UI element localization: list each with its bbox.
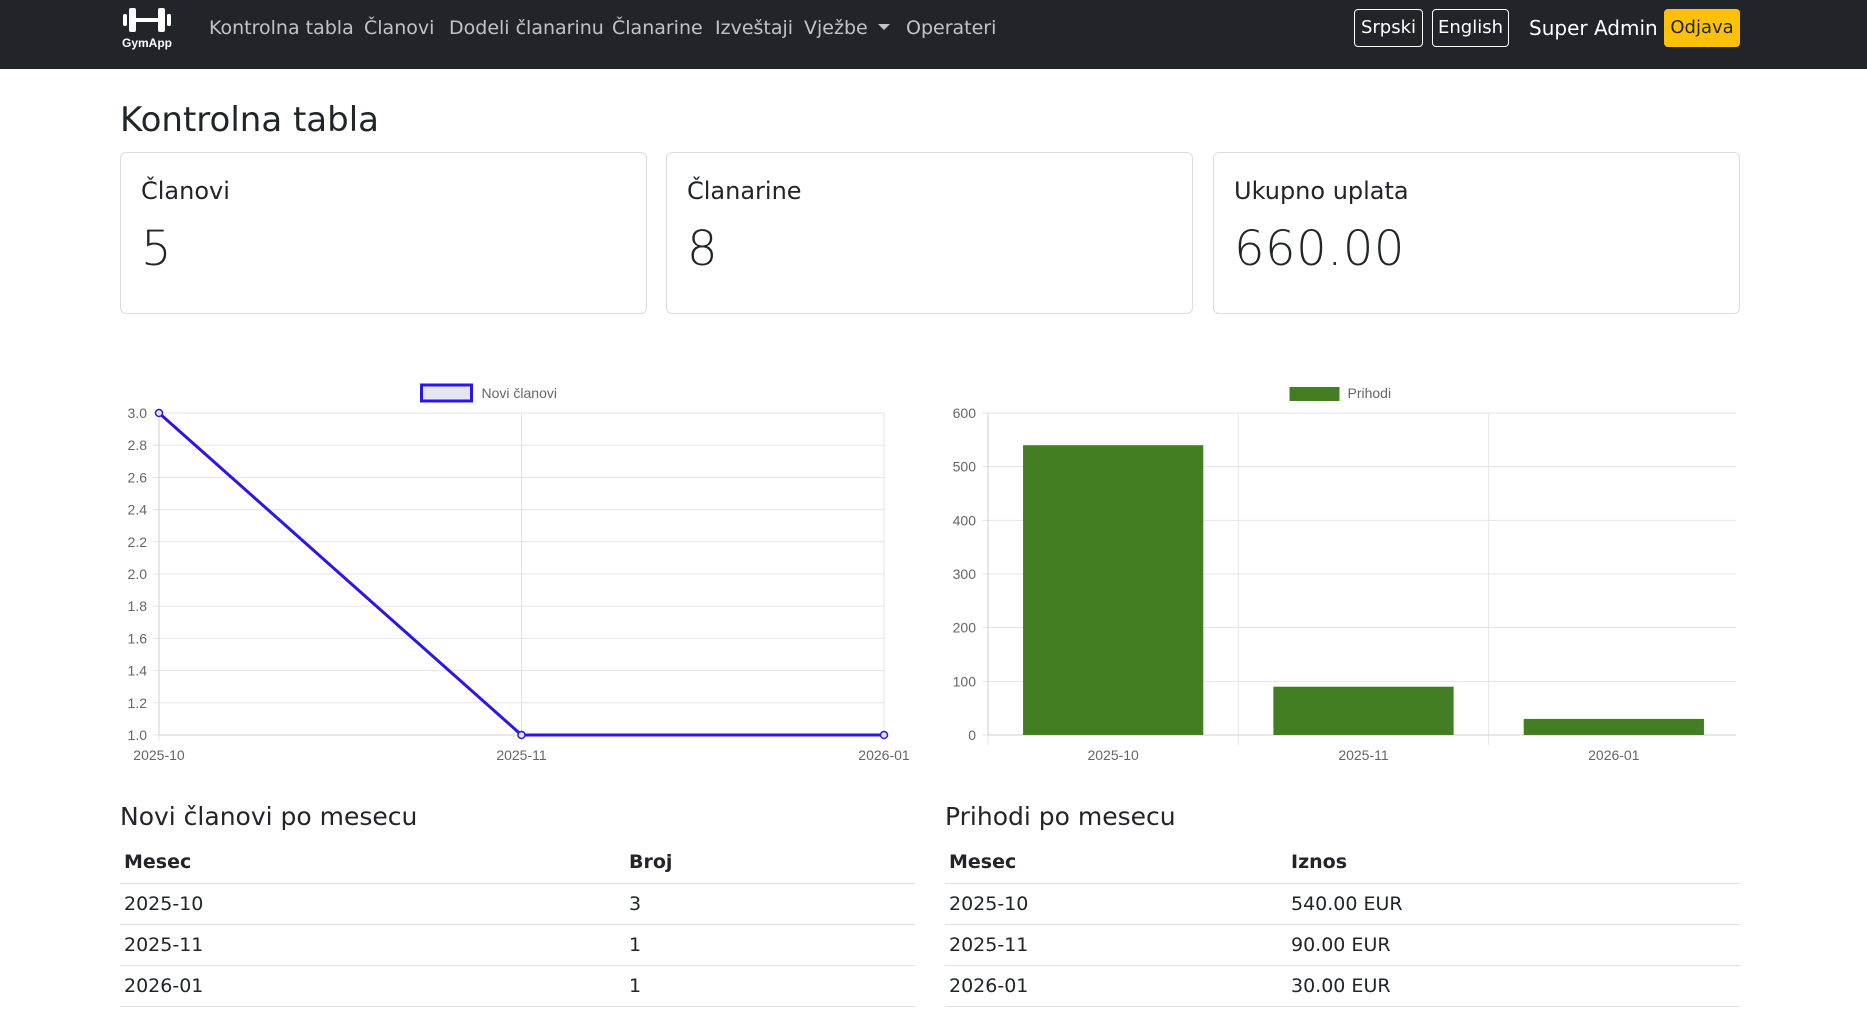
- cell-month: 2026-01: [120, 965, 625, 1007]
- stat-label: Ukupno uplata: [1234, 177, 1409, 205]
- nav-exercises-dropdown[interactable]: Vježbe: [804, 16, 890, 40]
- data-point: [154, 408, 164, 418]
- y-tick-label: 2.2: [128, 534, 148, 550]
- legend-label: Novi članovi: [482, 385, 557, 401]
- revenue-chart-svg: 600 500 400 300 200 100 0 2025-10 2025-11 2026-01…: [953, 385, 1740, 763]
- new-members-line-chart: 3.0 2.8 2.6 2.4 2.2 2.0 1.8 1.6 1.4 1.2 1.0 2025-10…: [112, 375, 912, 775]
- y-tick-label: 2.0: [128, 566, 148, 582]
- table-row: 2025-10 3: [120, 883, 915, 925]
- current-user: Super Admin: [1529, 16, 1658, 40]
- stat-label: Članovi: [141, 177, 230, 205]
- column-header-amount: Iznos: [1287, 842, 1740, 884]
- nav-exercises-label: Vježbe: [804, 17, 868, 39]
- x-tick-label: 2025-11: [1338, 747, 1389, 763]
- x-tick-label: 2025-10: [1087, 747, 1139, 763]
- table-row: 2026-01 30.00 EUR: [945, 965, 1740, 1007]
- nav-memberships[interactable]: Članarine: [612, 17, 703, 39]
- cell-amount: 90.00 EUR: [1287, 924, 1740, 966]
- page-title: Kontrolna tabla: [120, 100, 379, 140]
- nav-members[interactable]: Članovi: [364, 17, 435, 39]
- x-tick-label: 2025-11: [496, 747, 547, 763]
- cell-month: 2025-10: [945, 883, 1287, 925]
- stat-label: Članarine: [687, 177, 802, 205]
- stat-card-members: Članovi 5: [120, 152, 647, 314]
- y-tick-label: 1.2: [128, 695, 148, 711]
- bar: [1523, 718, 1704, 735]
- data-point: [517, 730, 526, 740]
- brand-name: GymApp: [121, 36, 172, 50]
- x-tick-label: 2026-01: [858, 747, 910, 763]
- logout-button[interactable]: Odjava: [1664, 9, 1740, 47]
- cell-month: 2025-11: [120, 924, 625, 966]
- revenue-table-title: Prihodi po mesecu: [945, 802, 1176, 831]
- nav-assign-membership[interactable]: Dodeli članarinu: [449, 17, 604, 39]
- new-members-chart-svg: 3.0 2.8 2.6 2.4 2.2 2.0 1.8 1.6 1.4 1.2 1.0 2025-10…: [128, 383, 910, 763]
- y-tick-label: 200: [953, 620, 977, 636]
- table-row: 2025-11 90.00 EUR: [945, 924, 1740, 966]
- y-tick-label: 0: [968, 727, 976, 743]
- bar: [1273, 686, 1454, 735]
- cell-count: 1: [625, 965, 915, 1007]
- stat-card-memberships: Članarine 8: [666, 152, 1193, 314]
- x-tick-label: 2025-10: [133, 747, 185, 763]
- top-navbar: GymApp Kontrolna tabla Članovi Dodeli čl…: [0, 0, 1867, 69]
- y-tick-label: 400: [953, 512, 977, 528]
- table-row: 2026-01 1: [120, 965, 915, 1007]
- cell-amount: 540.00 EUR: [1287, 883, 1740, 925]
- y-tick-label: 300: [953, 566, 977, 582]
- y-tick-label: 100: [953, 673, 977, 689]
- stat-value: 5: [141, 221, 173, 277]
- cell-month: 2026-01: [945, 965, 1287, 1007]
- dumbbell-icon: [123, 8, 171, 32]
- legend-label: Prihodi: [1348, 385, 1392, 401]
- cell-count: 3: [625, 883, 915, 925]
- data-point: [879, 730, 889, 740]
- bar: [1023, 445, 1204, 735]
- table-row: 2025-11 1: [120, 924, 915, 966]
- cell-amount: 30.00 EUR: [1287, 965, 1740, 1007]
- table-header-row: Mesec Broj: [120, 842, 915, 884]
- legend-swatch: [420, 383, 473, 403]
- table-header-row: Mesec Iznos: [945, 842, 1740, 884]
- revenue-bar-chart: 600 500 400 300 200 100 0 2025-10 2025-11 2026-01…: [936, 375, 1740, 775]
- y-tick-label: 2.4: [128, 502, 148, 518]
- stat-value: 660.00: [1234, 221, 1405, 277]
- y-tick-label: 1.8: [128, 598, 148, 614]
- lang-english-button[interactable]: English: [1432, 9, 1509, 47]
- column-header-count: Broj: [625, 842, 915, 884]
- revenue-per-month-table: Mesec Iznos 2025-10 540.00 EUR 2025-11 9…: [945, 842, 1740, 1007]
- members-table-title: Novi članovi po mesecu: [120, 802, 418, 831]
- x-tick-label: 2026-01: [1588, 747, 1640, 763]
- y-tick-label: 2.6: [128, 469, 148, 485]
- y-tick-label: 500: [953, 459, 977, 475]
- cell-month: 2025-11: [945, 924, 1287, 966]
- y-tick-label: 600: [953, 405, 977, 421]
- cell-count: 1: [625, 924, 915, 966]
- y-tick-label: 1.6: [128, 630, 148, 646]
- brand-logo[interactable]: GymApp: [120, 5, 174, 53]
- column-header-month: Mesec: [945, 842, 1287, 884]
- table-row: 2025-10 540.00 EUR: [945, 883, 1740, 925]
- nav-dashboard[interactable]: Kontrolna tabla: [209, 17, 354, 39]
- lang-serbian-button[interactable]: Srpski: [1354, 9, 1423, 47]
- y-tick-label: 2.8: [128, 437, 148, 453]
- column-header-month: Mesec: [120, 842, 625, 884]
- y-tick-label: 1.4: [128, 663, 148, 679]
- chevron-down-icon: [877, 24, 890, 30]
- y-tick-label: 3.0: [128, 405, 148, 421]
- members-per-month-table: Mesec Broj 2025-10 3 2025-11 1 2026-01 1: [120, 842, 915, 1007]
- y-tick-label: 1.0: [128, 727, 148, 743]
- stat-card-total-payments: Ukupno uplata 660.00: [1213, 152, 1740, 314]
- nav-reports[interactable]: Izveštaji: [715, 17, 794, 39]
- cell-month: 2025-10: [120, 883, 625, 925]
- nav-operators[interactable]: Operateri: [906, 17, 997, 39]
- legend-swatch: [1289, 387, 1340, 401]
- stat-value: 8: [687, 221, 719, 277]
